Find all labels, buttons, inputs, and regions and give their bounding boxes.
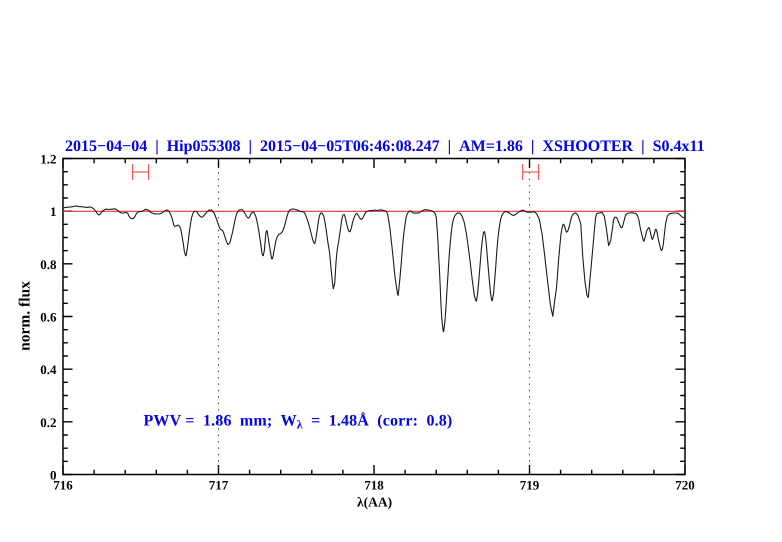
svg-text:2015−04−04 | Hip055308 | 2: 2015−04−04 | Hip055308 | 2015−04−05T06:4…: [65, 138, 705, 155]
svg-text:0.6: 0.6: [40, 310, 57, 325]
svg-text:1.2: 1.2: [40, 152, 56, 167]
svg-text:719: 719: [520, 478, 540, 493]
svg-text:norm. flux: norm. flux: [17, 281, 34, 351]
svg-text:717: 717: [209, 478, 229, 493]
svg-text:PWV = 1.86 mm; Wλ = 1.48Å: PWV = 1.86 mm; Wλ = 1.48Å (corr: 0.8): [144, 411, 453, 431]
svg-text:720: 720: [675, 478, 695, 493]
svg-text:716: 716: [53, 478, 73, 493]
svg-text:718: 718: [364, 478, 384, 493]
svg-text:0: 0: [50, 468, 57, 483]
svg-text:0.4: 0.4: [40, 362, 57, 377]
svg-text:1: 1: [50, 204, 57, 219]
svg-text:λ(AA): λ(AA): [357, 494, 392, 509]
svg-text:0.2: 0.2: [40, 415, 56, 430]
svg-text:0.8: 0.8: [40, 257, 57, 272]
